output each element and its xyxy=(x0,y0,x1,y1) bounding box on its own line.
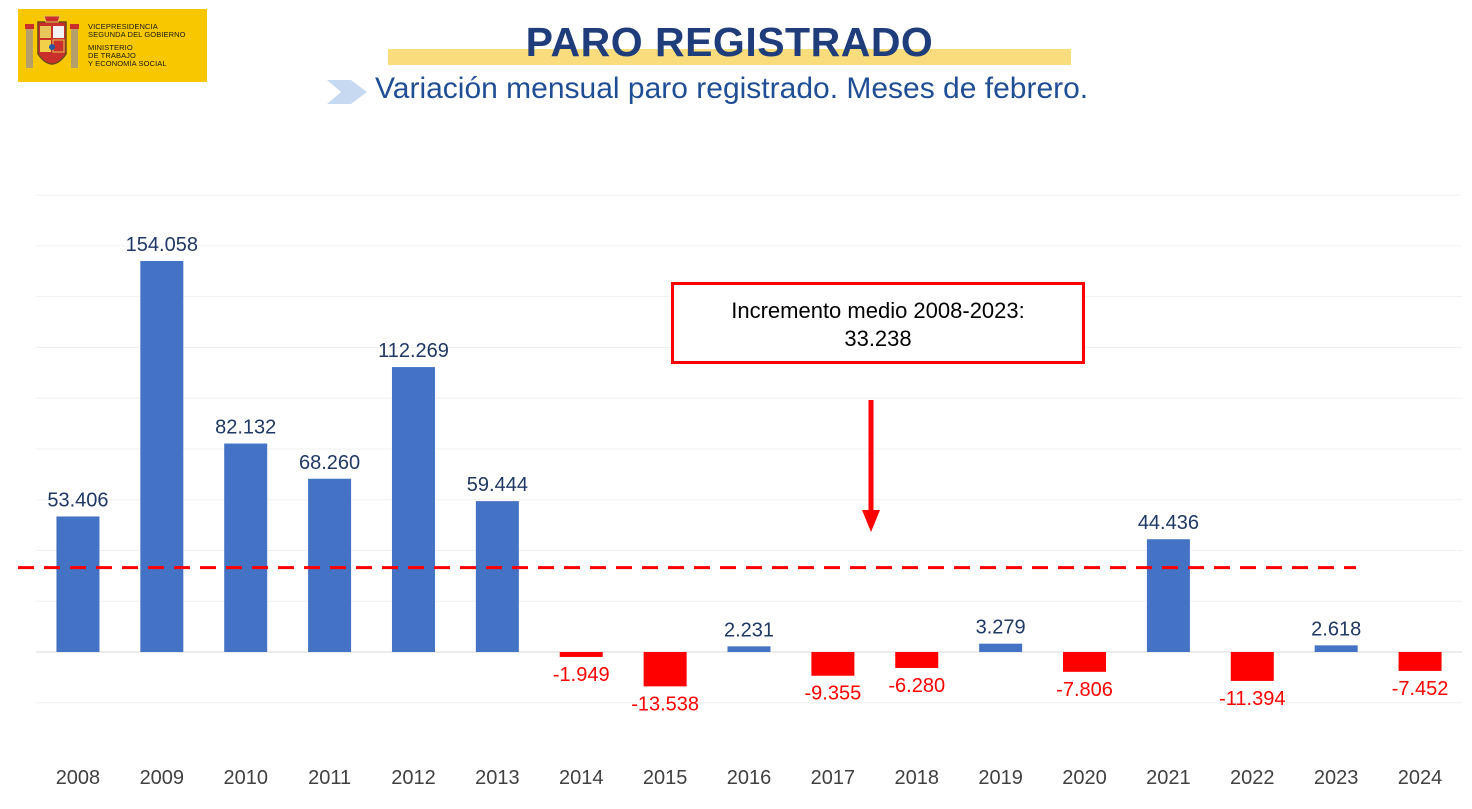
logo-line-2: SEGUNDA DEL GOBIERNO xyxy=(88,30,186,39)
bar xyxy=(559,652,603,657)
x-tick-label: 2009 xyxy=(140,767,185,789)
x-tick-label: 2014 xyxy=(559,767,604,789)
x-tick-label: 2020 xyxy=(1062,767,1107,789)
annotation-line-1: Incremento medio 2008-2023: xyxy=(731,298,1025,323)
bar xyxy=(308,478,352,652)
logo-text: VICEPRESIDENCIA SEGUNDA DEL GOBIERNO MIN… xyxy=(88,23,186,68)
data-label: -6.280 xyxy=(888,675,945,697)
government-logo: VICEPRESIDENCIA SEGUNDA DEL GOBIERNO MIN… xyxy=(18,9,207,82)
x-tick-label: 2018 xyxy=(895,767,940,789)
x-tick-label: 2015 xyxy=(643,767,688,789)
title-highlight-bar xyxy=(388,49,1071,65)
bar xyxy=(643,652,687,687)
data-label: 3.279 xyxy=(976,617,1026,639)
data-label: 68.260 xyxy=(299,452,360,474)
average-annotation-box: Incremento medio 2008-2023: 33.238 xyxy=(671,282,1085,364)
bar xyxy=(727,646,771,652)
x-tick-label: 2017 xyxy=(811,767,856,789)
x-axis-labels: 2008 2009 2010 2011 2012 2013 2014 2015 2016 2017… xyxy=(56,767,1443,789)
data-label: 82.132 xyxy=(215,417,276,439)
data-label: -11.394 xyxy=(1219,688,1285,710)
x-tick-label: 2022 xyxy=(1230,767,1275,789)
data-label: 112.269 xyxy=(378,340,449,362)
bar xyxy=(1230,652,1274,681)
data-label: -13.538 xyxy=(631,693,699,715)
bar xyxy=(140,261,184,652)
x-tick-label: 2013 xyxy=(475,767,520,789)
data-label: 44.436 xyxy=(1138,512,1199,534)
x-tick-label: 2019 xyxy=(978,767,1023,789)
bar xyxy=(811,652,855,676)
x-tick-label: 2012 xyxy=(391,767,436,789)
bar xyxy=(224,443,268,652)
x-tick-label: 2021 xyxy=(1146,767,1191,789)
bar xyxy=(475,501,519,652)
value-labels: 53.406 154.058 82.132 68.260 112.269 59.444 -1… xyxy=(47,234,1448,715)
bar xyxy=(1146,539,1190,652)
page-title: PARO REGISTRADO xyxy=(525,19,934,65)
x-tick-label: 2023 xyxy=(1314,767,1359,789)
annotation-value: 33.238 xyxy=(844,326,912,351)
coat-of-arms-icon xyxy=(25,15,79,68)
x-tick-label: 2016 xyxy=(727,767,772,789)
x-tick-label: 2008 xyxy=(56,767,101,789)
bars xyxy=(56,261,1442,687)
data-label: 53.406 xyxy=(47,489,108,511)
data-label: 154.058 xyxy=(126,234,198,256)
bar xyxy=(1398,652,1442,671)
data-label: 2.618 xyxy=(1311,618,1361,640)
data-label: -9.355 xyxy=(805,683,862,705)
bar xyxy=(895,652,939,668)
bar xyxy=(1063,652,1107,672)
bar xyxy=(1314,645,1358,652)
data-label: 2.231 xyxy=(724,619,774,641)
x-tick-label: 2010 xyxy=(223,767,268,789)
data-label: -7.452 xyxy=(1392,678,1449,700)
data-label: -7.806 xyxy=(1056,679,1113,701)
chart-subtitle: Variación mensual paro registrado. Meses… xyxy=(375,72,1089,105)
data-label: 59.444 xyxy=(467,474,528,496)
data-label: -1.949 xyxy=(553,664,610,686)
x-tick-label: 2024 xyxy=(1398,767,1443,789)
down-arrow-icon xyxy=(862,400,880,532)
chevron-right-icon xyxy=(327,80,367,104)
bar xyxy=(979,643,1023,652)
logo-line-4: DE TRABAJO xyxy=(88,51,136,60)
bar xyxy=(391,367,435,652)
logo-line-3: MINISTERIO xyxy=(88,43,133,52)
logo-line-1: VICEPRESIDENCIA xyxy=(88,22,158,31)
bar xyxy=(56,516,100,652)
x-tick-label: 2011 xyxy=(308,767,351,789)
logo-line-5: Y ECONOMÍA SOCIAL xyxy=(88,59,167,68)
